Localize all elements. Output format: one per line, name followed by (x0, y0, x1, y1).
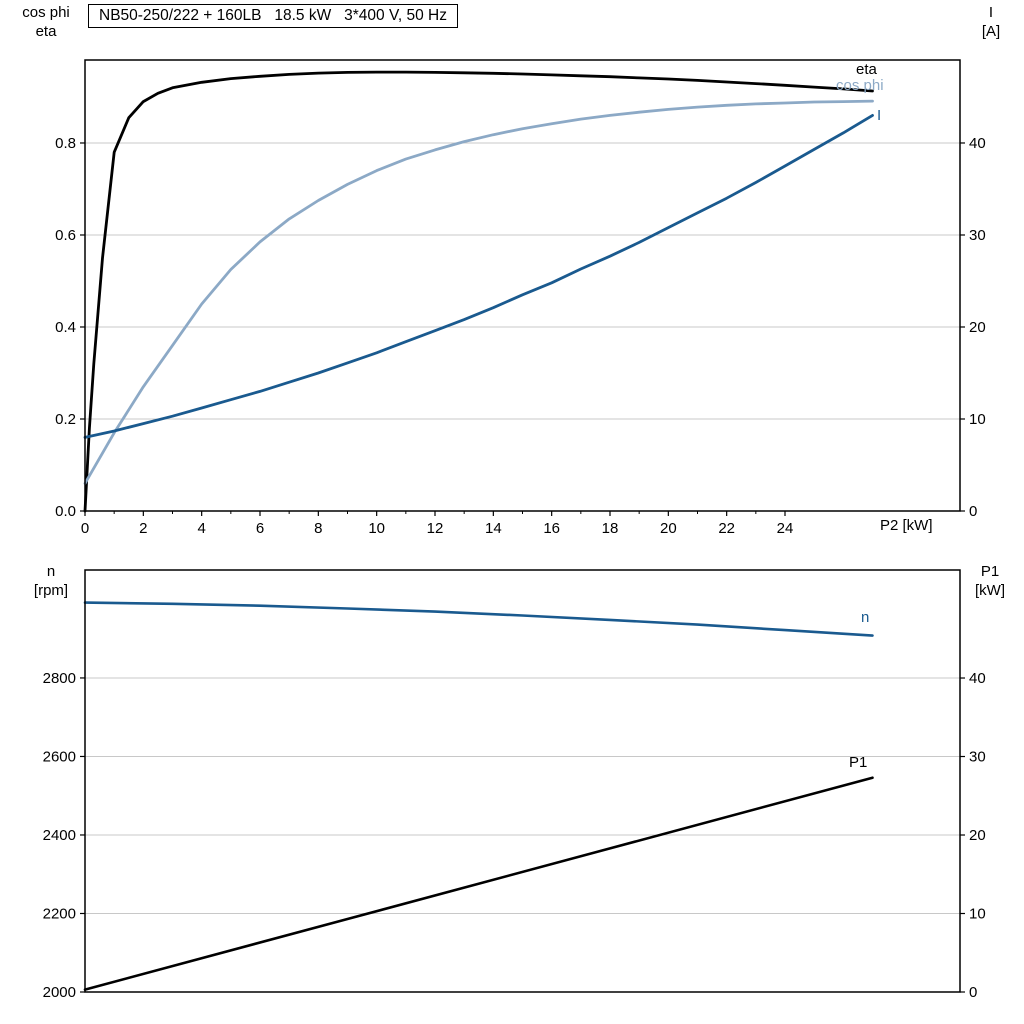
curve-label-speed: n (861, 609, 870, 626)
y-left-tick-label: 2000 (43, 984, 76, 1001)
curve-label-cos-phi: cos phi (836, 77, 884, 94)
x-tick-label: 0 (81, 520, 89, 537)
y-right-tick-label: 30 (969, 749, 986, 766)
x-axis-title: P2 [kW] (880, 517, 933, 534)
y-left-tick-label: 2200 (43, 905, 76, 922)
y-right-tick-label: 10 (969, 411, 986, 428)
y-left-tick-label: 0.0 (55, 503, 76, 520)
y-right-tick-label: 0 (969, 503, 977, 520)
y-right-tick-label: 20 (969, 319, 986, 336)
y-left-tick-label: 2800 (43, 670, 76, 687)
x-tick-label: 18 (602, 520, 619, 537)
axis-header-cos-phi: cos phi (22, 4, 70, 21)
y-right-tick-label: 20 (969, 827, 986, 844)
x-tick-label: 2 (139, 520, 147, 537)
bottom-right-axis-header: P1 [kW] (960, 562, 1020, 600)
y-right-tick-label: 40 (969, 135, 986, 152)
x-tick-label: 14 (485, 520, 502, 537)
curve-P1 (83, 776, 874, 991)
curve-I (83, 114, 874, 439)
x-tick-label: 22 (718, 520, 735, 537)
axis-header-speed: n (46, 563, 56, 580)
y-left-tick-label: 0.4 (55, 319, 76, 336)
curve-n (83, 601, 874, 637)
axis-header-p1-unit: [kW] (975, 582, 1005, 599)
y-left-tick-label: 2600 (43, 748, 76, 765)
axis-header-speed-unit: [rpm] (33, 582, 69, 599)
axis-header-current: I (988, 4, 994, 21)
top-left-axis-header: cos phi eta (6, 3, 86, 41)
bottom-left-axis-header: n [rpm] (16, 562, 86, 600)
x-tick-label: 6 (256, 520, 264, 537)
curve-label-p1: P1 (849, 754, 868, 771)
x-tick-label: 8 (314, 520, 322, 537)
x-tick-label: 10 (368, 520, 385, 537)
curve-cos-phi (83, 99, 874, 485)
y-right-tick-label: 0 (969, 984, 977, 1001)
x-tick-label: 20 (660, 520, 677, 537)
x-tick-label: 4 (197, 520, 205, 537)
curve-label-eta: eta (856, 61, 877, 78)
y-right-tick-label: 30 (969, 227, 986, 244)
axis-header-eta: eta (35, 23, 57, 40)
x-tick-label: 16 (543, 520, 560, 537)
chart-title-box: NB50-250/222 + 160LB 18.5 kW 3*400 V, 50… (88, 4, 458, 28)
plot-border (84, 569, 961, 993)
axis-header-current-unit: [A] (981, 23, 1001, 40)
curve-label-current: I (877, 107, 882, 124)
y-left-tick-label: 0.8 (55, 135, 76, 152)
y-right-tick-label: 10 (969, 906, 986, 923)
y-left-tick-label: 0.6 (55, 227, 76, 244)
top-right-axis-header: I [A] (962, 3, 1020, 41)
y-left-tick-label: 2400 (43, 827, 76, 844)
x-tick-label: 24 (777, 520, 794, 537)
y-right-tick-label: 40 (969, 670, 986, 687)
x-tick-label: 12 (427, 520, 444, 537)
axis-header-p1: P1 (980, 563, 1000, 580)
curve-eta (83, 70, 874, 513)
y-left-tick-label: 0.2 (55, 411, 76, 428)
